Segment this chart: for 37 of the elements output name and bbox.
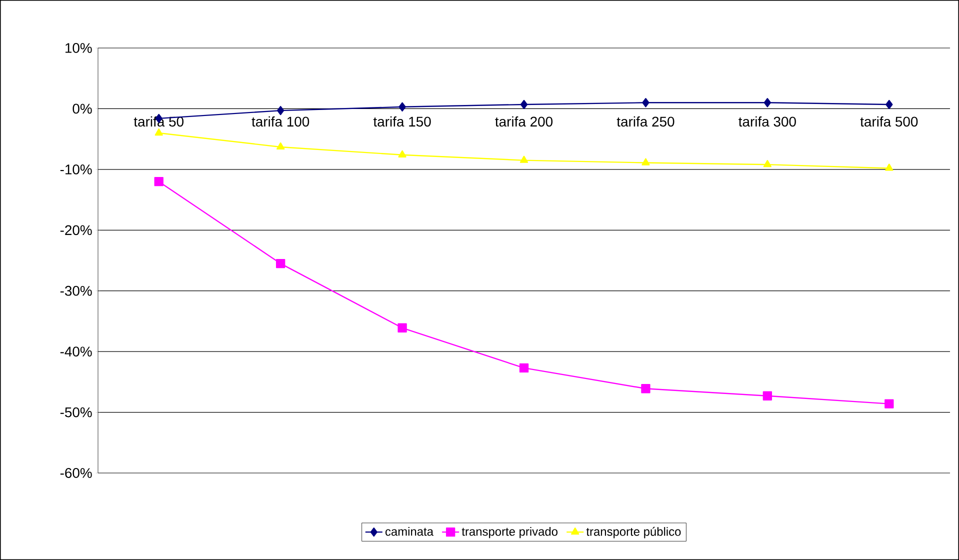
point xyxy=(519,363,529,373)
point xyxy=(398,102,406,112)
point xyxy=(886,100,893,110)
point xyxy=(641,384,650,394)
point xyxy=(762,391,772,400)
y-tick-label: -40% xyxy=(60,346,92,357)
point xyxy=(398,150,406,158)
legend-label: transporte público xyxy=(586,526,681,538)
point xyxy=(642,158,650,166)
point xyxy=(276,142,285,150)
y-tick-label: 0% xyxy=(72,104,92,114)
x-tick-label: tarifa 100 xyxy=(252,116,310,127)
point xyxy=(885,164,894,171)
point xyxy=(154,128,163,136)
x-tick-label: tarifa 200 xyxy=(495,116,553,127)
y-tick-label: 10% xyxy=(66,43,92,53)
x-tick-label: tarifa 300 xyxy=(738,116,796,127)
x-tick-label: tarifa 150 xyxy=(373,116,431,127)
y-tick-label: -60% xyxy=(60,468,92,478)
point xyxy=(276,106,284,116)
point xyxy=(398,323,407,332)
point xyxy=(764,98,772,108)
point xyxy=(276,258,286,268)
y-tick-label: -30% xyxy=(60,286,92,296)
x-tick-label: tarifa 500 xyxy=(860,116,918,127)
point xyxy=(884,399,894,408)
point xyxy=(154,176,164,186)
point xyxy=(763,160,772,168)
y-tick-label: -10% xyxy=(60,164,92,174)
y-tick-label: -50% xyxy=(60,407,92,418)
point xyxy=(520,156,528,163)
point xyxy=(520,100,528,110)
x-tick-label: tarifa 250 xyxy=(616,116,674,127)
legend-label: caminata xyxy=(385,527,434,536)
point xyxy=(642,98,650,108)
y-tick-label: -20% xyxy=(60,225,92,236)
legend-label: transporte privado xyxy=(462,527,558,538)
